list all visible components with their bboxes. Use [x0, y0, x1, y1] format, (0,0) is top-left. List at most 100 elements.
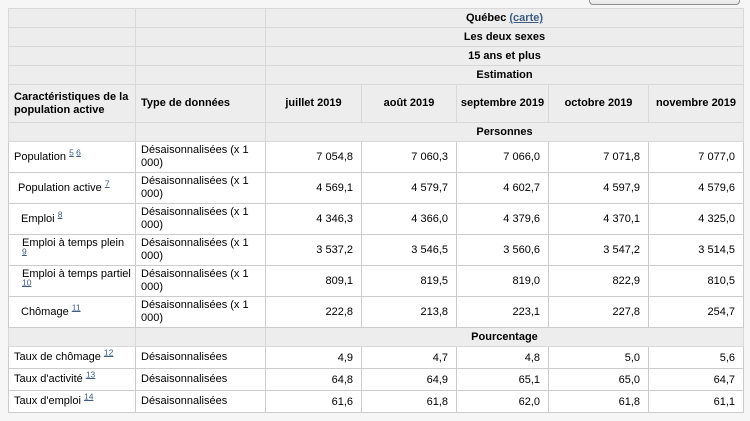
context-row-region: Québec (carte)	[8, 8, 744, 28]
col-header-month: août 2019	[361, 84, 457, 123]
col-header-month: juillet 2019	[265, 84, 362, 123]
value-cell: 4 579,6	[648, 172, 744, 204]
section-row-personnes: Personnes	[8, 122, 744, 142]
footnote-link[interactable]: 11	[71, 301, 81, 312]
value-cell: 4 325,0	[648, 203, 744, 235]
value-cell: 822,9	[548, 265, 649, 297]
data-type-cell: Désaisonnalisées	[135, 390, 266, 413]
value-cell: 3 514,5	[648, 234, 744, 266]
data-type-cell: Désaisonnalisées (x 1 000)	[135, 141, 266, 173]
value-cell: 4,9	[265, 346, 362, 369]
empty-cell	[135, 8, 266, 28]
footnote-link[interactable]: 9	[22, 246, 27, 257]
value-cell: 4 579,7	[361, 172, 457, 204]
value-cell: 819,5	[361, 265, 457, 297]
value-cell: 64,8	[265, 368, 362, 391]
value-cell: 810,5	[648, 265, 744, 297]
value-cell: 7 066,0	[456, 141, 549, 173]
value-cell: 65,0	[548, 368, 649, 391]
value-cell: 61,6	[265, 390, 362, 413]
row-label-cell: Emploi à temps plein 9	[8, 234, 136, 266]
section-title: Pourcentage	[265, 327, 744, 347]
cutoff-dropdown-bottom[interactable]	[589, 0, 740, 5]
age-label: 15 ans et plus	[265, 46, 744, 66]
empty-cell	[8, 8, 136, 28]
value-cell: 7 054,8	[265, 141, 362, 173]
value-cell: 5,6	[648, 346, 744, 369]
empty-cell	[8, 327, 136, 347]
context-row-measure: Estimation	[8, 65, 744, 85]
value-cell: 4 602,7	[456, 172, 549, 204]
value-cell: 64,9	[361, 368, 457, 391]
value-cell: 809,1	[265, 265, 362, 297]
empty-cell	[135, 122, 266, 142]
value-cell: 4 597,9	[548, 172, 649, 204]
value-cell: 4 346,3	[265, 203, 362, 235]
row-label-cell: Taux de chômage 12	[8, 346, 136, 369]
empty-cell	[135, 327, 266, 347]
row-label-cell: Emploi 8	[8, 203, 136, 235]
value-cell: 61,8	[548, 390, 649, 413]
col-header-month: octobre 2019	[548, 84, 649, 123]
value-cell: 222,8	[265, 296, 362, 328]
value-cell: 64,7	[648, 368, 744, 391]
row-label: Emploi à temps partiel	[22, 268, 131, 280]
row-label: Population	[14, 150, 66, 163]
context-row-age: 15 ans et plus	[8, 46, 744, 66]
row-label: Taux d'emploi	[14, 395, 81, 407]
footnote-link[interactable]: 6	[76, 146, 81, 157]
data-type-cell: Désaisonnalisées	[135, 368, 266, 391]
data-type-cell: Désaisonnalisées (x 1 000)	[135, 203, 266, 235]
footnote-link[interactable]: 8	[57, 208, 63, 219]
data-type-cell: Désaisonnalisées (x 1 000)	[135, 172, 266, 204]
data-type-cell: Désaisonnalisées (x 1 000)	[135, 234, 266, 266]
row-label: Taux d'activité	[14, 373, 83, 385]
footnote-link[interactable]: 12	[103, 347, 114, 358]
table-row-emploi: Emploi 8 Désaisonnalisées (x 1 000) 4 34…	[8, 203, 744, 235]
row-label: Emploi à temps plein	[22, 237, 125, 249]
value-cell: 819,0	[456, 265, 549, 297]
row-label-cell: Chômage 11	[8, 296, 136, 328]
table-row-taux-chomage: Taux de chômage 12 Désaisonnalisées 4,9 …	[8, 346, 744, 369]
value-cell: 3 560,6	[456, 234, 549, 266]
table-row-population: Population 5 6 Désaisonnalisées (x 1 000…	[8, 141, 744, 173]
footnote-link[interactable]: 7	[104, 177, 110, 188]
empty-cell	[135, 27, 266, 47]
value-cell: 4,7	[361, 346, 457, 369]
value-cell: 4 569,1	[265, 172, 362, 204]
value-cell: 3 547,2	[548, 234, 649, 266]
table-row-taux-emploi: Taux d'emploi 14 Désaisonnalisées 61,6 6…	[8, 390, 744, 413]
section-title: Personnes	[265, 122, 744, 142]
empty-cell	[135, 46, 266, 66]
row-label: Population active	[18, 181, 102, 194]
row-label-cell: Emploi à temps partiel 10	[8, 265, 136, 297]
empty-cell	[8, 46, 136, 66]
value-cell: 7 077,0	[648, 141, 744, 173]
value-cell: 3 546,5	[361, 234, 457, 266]
context-row-sex: Les deux sexes	[8, 27, 744, 47]
data-type-cell: Désaisonnalisées (x 1 000)	[135, 265, 266, 297]
table-row-taux-activite: Taux d'activité 13 Désaisonnalisées 64,8…	[8, 368, 744, 391]
footnote-link[interactable]: 13	[85, 369, 96, 380]
value-cell: 254,7	[648, 296, 744, 328]
footnote-link[interactable]: 5	[69, 146, 74, 157]
value-cell: 227,8	[548, 296, 649, 328]
table-row-emploi-temps-plein: Emploi à temps plein 9 Désaisonnalisées …	[8, 234, 744, 266]
row-label: Taux de chômage	[14, 351, 101, 363]
value-cell: 4 379,6	[456, 203, 549, 235]
footnote-link[interactable]: 14	[83, 391, 94, 402]
region-cell: Québec (carte)	[265, 8, 744, 28]
table-row-emploi-temps-partiel: Emploi à temps partiel 10 Désaisonnalisé…	[8, 265, 744, 297]
measure-label: Estimation	[265, 65, 744, 85]
value-cell: 61,1	[648, 390, 744, 413]
col-header-month: septembre 2019	[456, 84, 549, 123]
value-cell: 4 366,0	[361, 203, 457, 235]
data-type-cell: Désaisonnalisées	[135, 346, 266, 369]
footnote-link[interactable]: 10	[22, 277, 32, 288]
value-cell: 4,8	[456, 346, 549, 369]
value-cell: 223,1	[456, 296, 549, 328]
value-cell: 61,8	[361, 390, 457, 413]
col-header-data-type: Type de données	[135, 84, 266, 123]
empty-cell	[8, 122, 136, 142]
map-link[interactable]: (carte)	[509, 12, 544, 24]
